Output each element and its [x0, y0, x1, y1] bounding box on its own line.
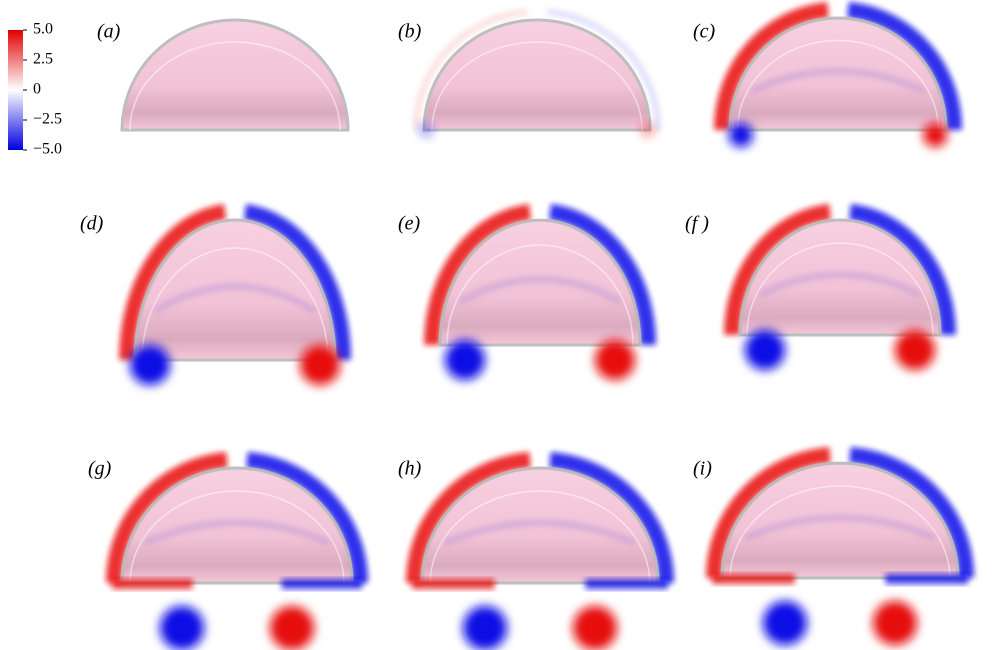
panel: (d): [80, 212, 343, 385]
panel-label: (h): [398, 458, 422, 480]
figure: 5.0 2.5 0 −2.5 −5.0 (a) (b) (c) (d) (e) (f ) (g) (h…: [0, 0, 996, 650]
droplet-dome: [122, 20, 348, 130]
base-negative: [585, 579, 668, 589]
vortex-positive: [573, 606, 617, 650]
vortex-negative: [160, 606, 204, 650]
colorbar-tick-label: 0: [33, 81, 41, 98]
panel-label: (e): [398, 213, 421, 235]
panel-label: (a): [97, 21, 121, 43]
vortex-positive: [300, 345, 340, 385]
panel-label: (b): [398, 21, 422, 43]
vortex-negative: [445, 340, 485, 380]
base-negative: [282, 579, 363, 589]
panel: (e): [398, 212, 648, 380]
vortex-negative: [130, 345, 170, 385]
vortex-negative: [463, 606, 507, 650]
panel: (a): [97, 20, 348, 130]
colorbar-tick-label: −5.0: [33, 141, 62, 158]
vortex-positive: [895, 330, 935, 370]
panel: (i): [693, 455, 968, 645]
base-negative: [885, 574, 968, 584]
colorbar-axis: 5.0 2.5 0 −2.5 −5.0: [23, 21, 62, 158]
panel: (g): [88, 458, 362, 650]
vortex-negative: [729, 123, 753, 147]
panel: (b): [398, 12, 658, 137]
colorbar-tick-label: −2.5: [33, 111, 62, 128]
vortex-positive: [270, 606, 314, 650]
base-positive: [712, 574, 795, 584]
vortex-negative: [745, 330, 785, 370]
colorbar-tick-label: 2.5: [33, 51, 53, 68]
panel: (c): [693, 10, 954, 147]
colorbar-tick-label: 5.0: [33, 21, 53, 38]
panel: (h): [398, 458, 668, 650]
panel-label: (i): [693, 458, 712, 480]
vortex-positive: [873, 601, 917, 645]
panel: (f ): [685, 212, 948, 370]
vortex-positive: [923, 123, 947, 147]
base-positive: [412, 579, 495, 589]
vortex-negative: [419, 123, 433, 137]
vortex-positive: [641, 123, 655, 137]
panel-label: (d): [80, 213, 104, 235]
vortex-positive: [595, 340, 635, 380]
panel-label: (c): [693, 21, 716, 43]
panel-label: (g): [88, 458, 112, 480]
colorbar: [8, 30, 23, 150]
vortex-negative: [763, 601, 807, 645]
panel-label: (f ): [685, 213, 709, 235]
base-positive: [112, 579, 193, 589]
panels: (a) (b) (c) (d) (e) (f ) (g) (h) (i): [80, 10, 968, 650]
